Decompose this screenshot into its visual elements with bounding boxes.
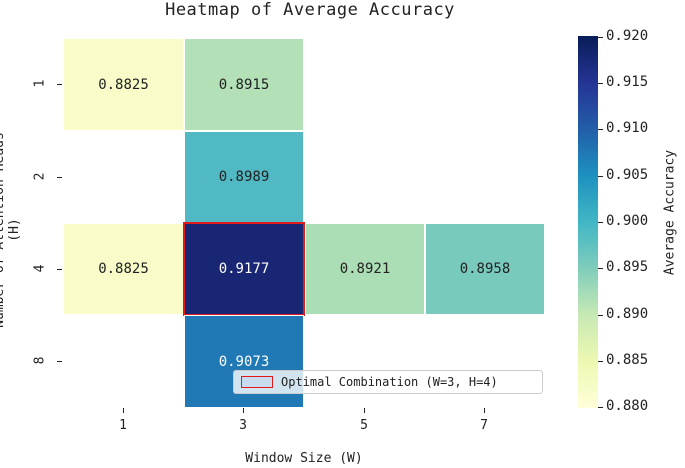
colorbar-tick-label: 0.915 — [606, 74, 649, 90]
heatmap-cell-h4-w3-optimal: 0.9177 — [183, 222, 305, 316]
legend: Optimal Combination (W=3, H=4) — [233, 370, 543, 394]
y-tick-label: 2 — [32, 172, 48, 181]
colorbar-tick-label: 0.895 — [606, 259, 649, 275]
colorbar-tick-label: 0.910 — [606, 120, 649, 136]
colorbar-tick-label: 0.920 — [606, 28, 649, 44]
y-tick-mark — [57, 361, 62, 362]
colorbar-label: Average Accuracy — [662, 149, 678, 276]
colorbar-tick-mark — [598, 176, 603, 177]
heatmap-cell-h4-w1: 0.8825 — [63, 223, 184, 315]
colorbar-tick-mark — [598, 361, 603, 362]
cell-value: 0.9177 — [218, 261, 270, 277]
cell-value: 0.8958 — [459, 261, 511, 277]
colorbar-tick-mark — [598, 37, 603, 38]
heatmap-cell-h4-w7: 0.8958 — [425, 223, 545, 315]
colorbar-tick-label: 0.890 — [606, 306, 649, 322]
x-tick-mark — [123, 408, 124, 413]
x-tick-mark — [484, 408, 485, 413]
cell-value: 0.8915 — [218, 76, 270, 93]
colorbar-tick-label: 0.880 — [606, 398, 649, 414]
y-axis-label: Number of Attention Heads (H) — [0, 132, 22, 328]
y-tick-mark — [57, 177, 62, 178]
colorbar-tick-mark — [598, 268, 603, 269]
heatmap-plot-area: 0.8825 0.8915 0.8989 0.8825 0.9177 0.892… — [63, 38, 545, 408]
legend-swatch-red-box-icon — [241, 376, 273, 388]
heatmap-cell-h8-w3: 0.9073 — [184, 315, 304, 408]
x-tick-mark — [243, 408, 244, 413]
colorbar-tick-label: 0.905 — [606, 167, 649, 183]
y-tick-mark — [57, 269, 62, 270]
x-tick-label: 7 — [480, 418, 488, 433]
heatmap-cell-h1-w1: 0.8825 — [63, 38, 184, 131]
x-axis-label: Window Size (W) — [245, 451, 363, 466]
x-tick-label: 1 — [119, 418, 127, 433]
colorbar-tick-label: 0.900 — [606, 213, 649, 229]
colorbar-tick-mark — [598, 129, 603, 130]
legend-label: Optimal Combination (W=3, H=4) — [281, 375, 498, 389]
heatmap-cell-h1-w3: 0.8915 — [184, 38, 304, 131]
y-tick-label: 4 — [32, 264, 48, 273]
cell-value: 0.8989 — [218, 169, 270, 185]
cell-value: 0.8825 — [98, 261, 149, 277]
x-tick-label: 5 — [360, 418, 368, 433]
y-tick-label: 1 — [32, 79, 48, 88]
colorbar-tick-mark — [598, 83, 603, 84]
cell-value: 0.8921 — [339, 261, 391, 277]
cell-value: 0.9073 — [218, 353, 270, 370]
y-tick-mark — [57, 84, 62, 85]
colorbar-tick-mark — [598, 315, 603, 316]
x-tick-mark — [364, 408, 365, 413]
y-tick-label: 8 — [32, 356, 48, 365]
colorbar-tick-mark — [598, 222, 603, 223]
cell-value: 0.8825 — [98, 76, 149, 93]
colorbar — [578, 36, 598, 408]
colorbar-tick-label: 0.885 — [606, 352, 649, 368]
heatmap-cell-h2-w3: 0.8989 — [184, 131, 304, 223]
colorbar-tick-mark — [598, 407, 603, 408]
chart-title: Heatmap of Average Accuracy — [165, 0, 455, 20]
x-tick-label: 3 — [239, 418, 247, 433]
heatmap-cell-h4-w5: 0.8921 — [305, 223, 425, 315]
